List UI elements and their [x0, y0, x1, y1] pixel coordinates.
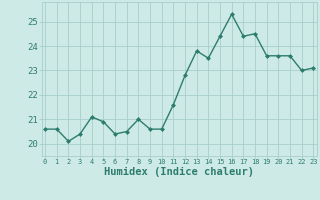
X-axis label: Humidex (Indice chaleur): Humidex (Indice chaleur) — [104, 167, 254, 177]
